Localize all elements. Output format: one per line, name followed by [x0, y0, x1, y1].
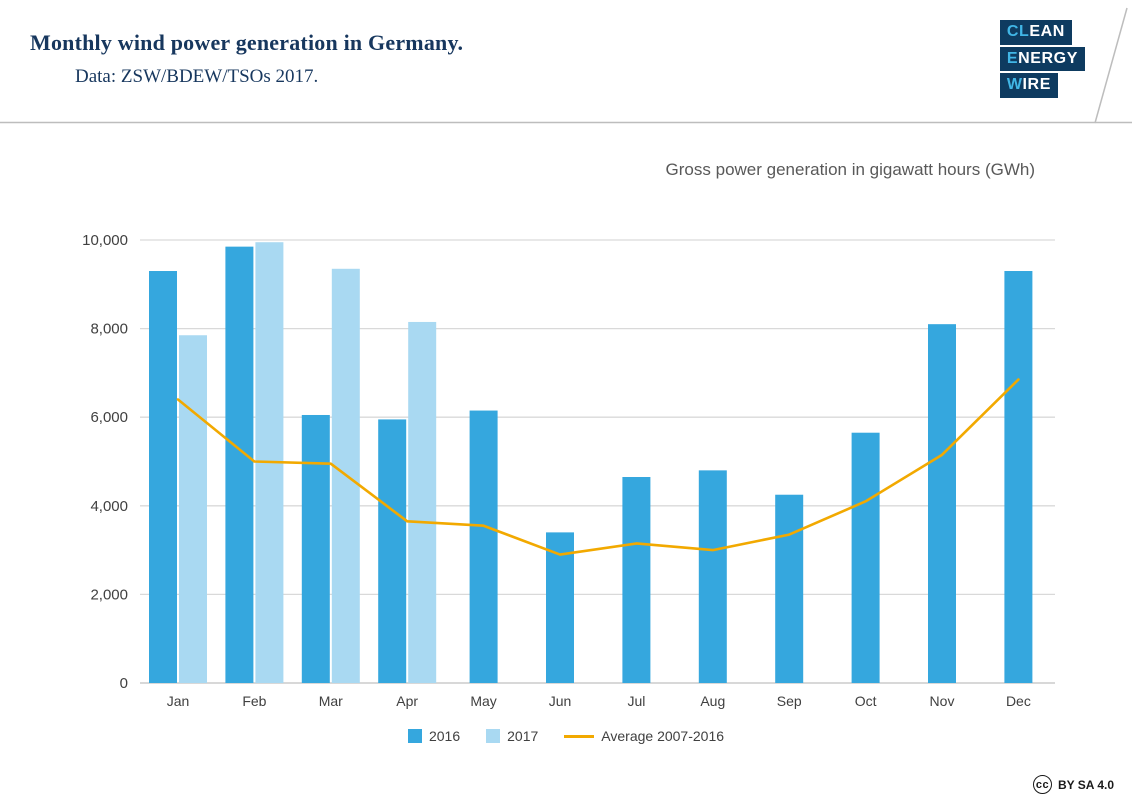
y-tick-label: 10,000 [82, 232, 128, 249]
y-tick-label: 6,000 [90, 409, 128, 426]
legend-swatch-2016 [407, 729, 422, 743]
legend-label-2016: 2016 [428, 728, 461, 744]
logo-letters: NERGY [1018, 49, 1078, 67]
legend-label-2017: 2017 [507, 728, 539, 744]
y-tick-label: 0 [120, 675, 128, 692]
x-tick-label: Mar [319, 693, 343, 709]
logo-row-clean: CLEAN [999, 20, 1072, 45]
bar-2016-jun [546, 532, 574, 683]
creative-commons-icon: cc [1032, 775, 1052, 794]
x-tick-label: Jun [549, 693, 572, 709]
legend-line-average [564, 734, 595, 738]
x-tick-label: Oct [855, 693, 877, 709]
bar-2016-aug [698, 470, 727, 683]
logo-highlight-letters: W [1006, 76, 1023, 94]
bar-2016-jul [622, 477, 651, 683]
bar-2017-jan [179, 335, 207, 683]
bar-2016-dec [1004, 271, 1033, 683]
x-tick-label: Nov [930, 693, 955, 709]
bar-2016-apr [378, 419, 407, 683]
logo-highlight-letters: E [1006, 49, 1019, 67]
average-line [176, 378, 1020, 556]
x-tick-label: Apr [396, 693, 418, 709]
logo-row-energy: ENERGY [999, 46, 1085, 72]
logo-highlight-letters: CL [1006, 23, 1030, 40]
bar-2016-oct [851, 432, 880, 683]
bar-2017-apr [408, 321, 437, 683]
x-tick-label: Jan [167, 693, 190, 709]
bar-2016-sep [775, 494, 804, 683]
page-title: Monthly wind power generation in Germany… [30, 30, 464, 55]
clean-energy-wire-logo: CLEAN ENERGY WIRE [999, 20, 1085, 98]
x-tick-label: Jul [627, 693, 645, 709]
x-tick-label: May [470, 693, 496, 709]
license-badge: cc BY SA 4.0 [1032, 775, 1114, 794]
legend-item-2017: 2017 [486, 728, 538, 744]
header-divider [0, 7, 1132, 124]
bar-2016-jan [149, 271, 177, 683]
x-tick-label: Dec [1006, 693, 1031, 709]
legend-label-average: Average 2007-2016 [601, 728, 725, 744]
bar-2016-feb [225, 246, 254, 683]
x-tick-label: Sep [777, 693, 802, 709]
chart-legend: 2016 2017 Average 2007-2016 [0, 728, 1132, 744]
y-tick-label: 4,000 [90, 498, 128, 515]
bar-2016-nov [928, 324, 956, 683]
data-source-subtitle: Data: ZSW/BDEW/TSOs 2017. [75, 66, 319, 87]
bar-2016-mar [301, 414, 330, 683]
chart-subtitle: Gross power generation in gigawatt hours… [665, 160, 1035, 179]
y-tick-label: 2,000 [90, 586, 128, 603]
x-tick-label: Aug [700, 693, 725, 709]
x-tick-label: Feb [242, 693, 266, 709]
bar-2016-may [469, 410, 498, 683]
legend-item-average: Average 2007-2016 [564, 728, 724, 744]
license-text: BY SA 4.0 [1057, 777, 1114, 792]
y-tick-label: 8,000 [90, 321, 128, 338]
logo-letters: IRE [1022, 76, 1051, 94]
logo-row-wire: WIRE [999, 73, 1058, 98]
logo-letters: EAN [1029, 23, 1065, 40]
wind-power-chart: 0 2,000 4,000 6,000 8,000 10,000 Jan Feb Mar Apr M… [82, 232, 1055, 709]
legend-item-2016: 2016 [407, 728, 461, 744]
legend-swatch-2017 [486, 729, 501, 743]
